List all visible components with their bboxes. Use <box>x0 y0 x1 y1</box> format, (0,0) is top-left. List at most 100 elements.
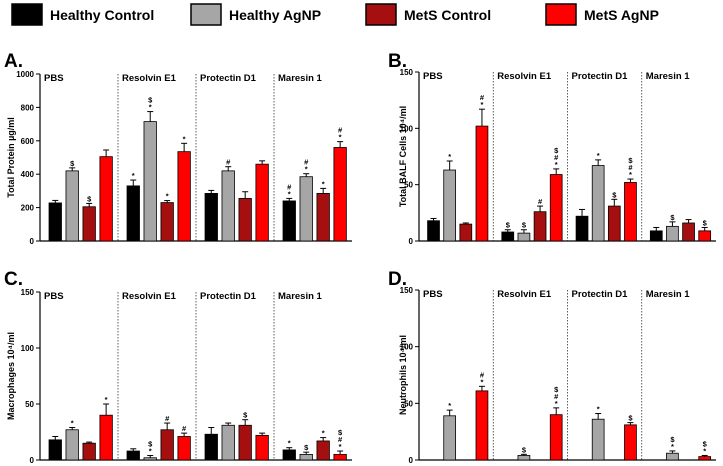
significance-marker: * <box>305 165 308 174</box>
significance-marker: # <box>628 163 633 172</box>
significance-marker: * <box>132 171 135 180</box>
significance-marker: $ <box>148 96 153 105</box>
y-tick-label: 100 <box>21 344 35 353</box>
y-axis-label: Neutrophils 10⁴/ml <box>398 335 408 415</box>
y-tick-label: 50 <box>404 181 413 190</box>
bar <box>126 185 140 242</box>
y-tick-label: 50 <box>25 400 34 409</box>
bar <box>65 170 79 242</box>
group-label: Protectin D1 <box>200 291 257 302</box>
legend-swatch-4 <box>545 3 577 26</box>
bar <box>649 230 663 242</box>
significance-marker: * <box>555 160 558 169</box>
significance-marker: $ <box>243 411 248 420</box>
significance-marker: * <box>597 151 600 160</box>
significance-marker: * <box>339 133 342 142</box>
bar <box>517 455 531 461</box>
bar <box>443 169 457 242</box>
bar <box>443 415 457 461</box>
bar <box>533 211 547 242</box>
group-label: PBS <box>423 289 443 300</box>
bar <box>666 225 679 242</box>
bar <box>160 202 174 242</box>
bar <box>221 424 235 461</box>
panel-c: C. Macrophages 10⁴/ml 0 50 100 150 PBS * * Resolv… <box>4 269 352 465</box>
panel-letter: C. <box>4 269 23 290</box>
bar <box>65 429 79 461</box>
y-tick-label: 50 <box>404 399 413 408</box>
group-label: Resolvin E1 <box>497 289 552 300</box>
y-tick-label: 0 <box>30 237 35 246</box>
group-label: Protectin D1 <box>572 71 629 82</box>
group-label: Resolvin E1 <box>497 71 552 82</box>
significance-marker: * <box>288 189 291 198</box>
bar <box>316 193 330 242</box>
significance-marker: # <box>182 424 187 433</box>
bar <box>238 198 252 242</box>
significance-marker: $ <box>670 213 675 222</box>
significance-marker: * <box>555 399 558 408</box>
significance-marker: # <box>338 126 343 135</box>
bar <box>143 457 157 461</box>
legend: Healthy Control Healthy AgNP MetS Control M… <box>11 3 659 26</box>
significance-marker: * <box>480 100 483 109</box>
y-tick-label: 100 <box>400 124 414 133</box>
bar <box>517 232 531 242</box>
significance-marker: $ <box>670 435 675 444</box>
significance-marker: # <box>480 370 485 379</box>
bar <box>591 165 605 242</box>
significance-marker: * <box>597 405 600 414</box>
significance-marker: $ <box>628 414 633 423</box>
significance-marker: * <box>149 447 152 456</box>
bar <box>177 151 191 242</box>
bar <box>82 442 96 461</box>
significance-marker: $ <box>70 159 75 168</box>
bar <box>282 449 296 461</box>
significance-marker: * <box>448 401 451 410</box>
panel-letter: A. <box>4 51 23 72</box>
significance-marker: * <box>149 103 152 112</box>
significance-marker: # <box>554 392 559 401</box>
panel-a: A. Total Protein µg/ml 0 200 400 600 800 1000 PB… <box>4 51 352 246</box>
significance-marker: $ <box>506 221 511 230</box>
group-label: PBS <box>44 291 64 302</box>
bar <box>316 440 330 461</box>
bar <box>549 174 563 242</box>
y-tick-label: 0 <box>30 456 35 465</box>
y-tick-label: 0 <box>409 237 414 246</box>
bar <box>475 390 489 461</box>
significance-marker: $ <box>612 190 617 199</box>
y-tick-label: 150 <box>400 286 414 295</box>
bar <box>624 182 637 242</box>
legend-swatch-1 <box>11 3 43 26</box>
bar <box>238 424 252 461</box>
group-label: PBS <box>423 71 443 82</box>
significance-marker: * <box>448 152 451 161</box>
bar <box>666 452 679 461</box>
bar <box>549 414 563 461</box>
bar <box>607 205 621 242</box>
bar <box>299 176 313 242</box>
y-tick-label: 800 <box>21 103 35 112</box>
bar <box>48 439 62 461</box>
significance-marker: $ <box>554 385 559 394</box>
significance-marker: * <box>703 446 706 455</box>
group-label: Maresin 1 <box>646 71 691 82</box>
bar <box>427 220 440 242</box>
significance-marker: $ <box>703 439 708 448</box>
bar <box>99 156 113 242</box>
significance-marker: # <box>165 414 170 423</box>
significance-marker: $ <box>522 445 527 454</box>
bar <box>177 436 191 461</box>
legend-swatch-2 <box>190 3 222 26</box>
significance-marker: * <box>322 179 325 188</box>
significance-marker: * <box>183 134 186 143</box>
significance-marker: * <box>629 170 632 179</box>
group-label: Maresin 1 <box>278 291 323 302</box>
y-tick-label: 100 <box>400 343 414 352</box>
significance-marker: * <box>71 419 74 428</box>
y-tick-label: 0 <box>409 456 414 465</box>
group-label: Maresin 1 <box>646 289 691 300</box>
group-label: Protectin D1 <box>572 289 629 300</box>
